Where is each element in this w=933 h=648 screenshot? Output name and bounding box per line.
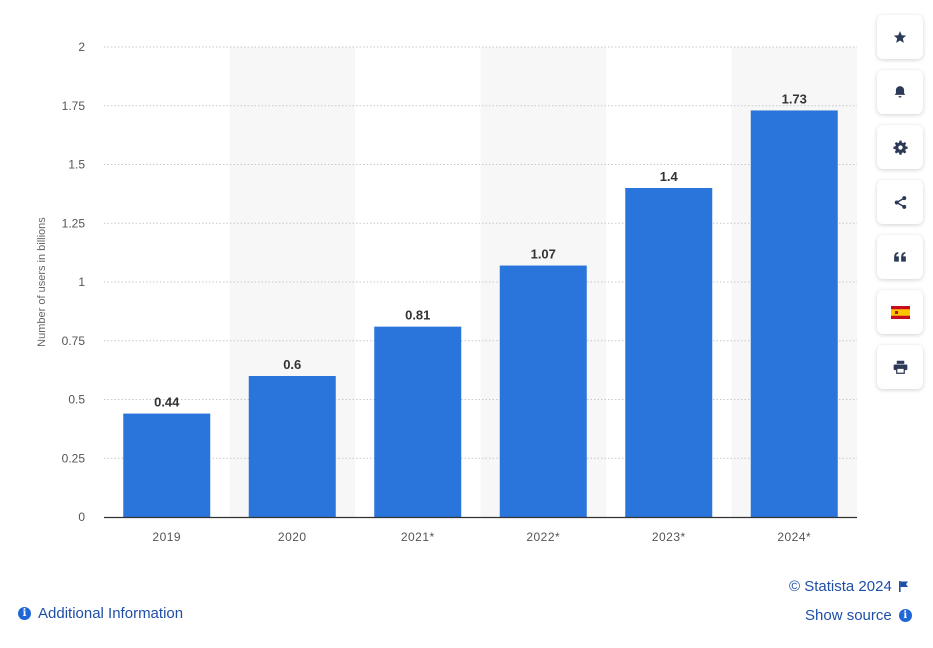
language-button[interactable] xyxy=(877,290,923,334)
bar-value-label: 0.6 xyxy=(283,357,301,372)
copyright-text: © Statista 2024 xyxy=(789,578,892,595)
y-tick-label: 0.25 xyxy=(62,451,86,465)
bar[interactable] xyxy=(499,265,587,517)
additional-information-link[interactable]: Additional Information xyxy=(18,605,183,622)
x-tick-label: 2022* xyxy=(526,530,560,544)
y-tick-label: 0.75 xyxy=(62,334,86,348)
flag-icon xyxy=(898,581,908,592)
print-icon xyxy=(893,360,907,374)
bar-value-label: 1.07 xyxy=(531,247,556,262)
y-tick-label: 1.25 xyxy=(62,216,86,230)
x-tick-label: 2024* xyxy=(777,530,811,544)
y-tick-label: 0 xyxy=(78,510,85,524)
x-tick-label: 2020 xyxy=(278,530,307,544)
share-icon xyxy=(894,195,906,209)
bell-icon xyxy=(894,86,906,98)
y-axis-label: Number of users in billions xyxy=(36,217,48,347)
y-tick-label: 2 xyxy=(78,40,85,54)
bar[interactable] xyxy=(374,326,462,517)
bar-value-label: 0.44 xyxy=(154,395,180,410)
cite-button[interactable] xyxy=(877,235,923,279)
gear-icon xyxy=(892,140,908,155)
bar[interactable] xyxy=(750,110,838,517)
spain-flag-icon xyxy=(890,305,910,319)
favorite-button[interactable] xyxy=(877,15,923,59)
bar[interactable] xyxy=(123,413,211,517)
x-tick-label: 2021* xyxy=(401,530,435,544)
bar-value-label: 1.4 xyxy=(660,169,679,184)
share-button[interactable] xyxy=(877,180,923,224)
y-tick-label: 0.5 xyxy=(68,393,85,407)
info-icon xyxy=(18,607,31,620)
side-toolbar xyxy=(877,15,923,400)
notification-button[interactable] xyxy=(877,70,923,114)
bar[interactable] xyxy=(625,188,713,517)
bar-chart: 0.44 0.6 0.81 1.07 1.4 1.73 0 0.25 0.5 0.75 1 1.25… xyxy=(36,40,857,544)
print-button[interactable] xyxy=(877,345,923,389)
additional-information-text: Additional Information xyxy=(38,605,184,622)
show-source-text: Show source xyxy=(805,607,892,624)
bar-value-label: 1.73 xyxy=(782,91,807,106)
x-tick-label: 2019 xyxy=(152,530,181,544)
quote-icon xyxy=(894,252,906,262)
y-tick-label: 1 xyxy=(78,275,85,289)
show-source-link[interactable]: Show source xyxy=(805,607,912,624)
bar-value-label: 0.81 xyxy=(405,308,430,323)
settings-button[interactable] xyxy=(877,125,923,169)
statista-copyright-link[interactable]: © Statista 2024 xyxy=(789,578,908,595)
info-icon xyxy=(898,609,912,622)
y-tick-label: 1.75 xyxy=(62,99,86,113)
x-tick-label: 2023* xyxy=(652,530,686,544)
star-icon xyxy=(893,31,907,43)
bar[interactable] xyxy=(248,376,336,517)
y-tick-label: 1.5 xyxy=(68,158,85,172)
